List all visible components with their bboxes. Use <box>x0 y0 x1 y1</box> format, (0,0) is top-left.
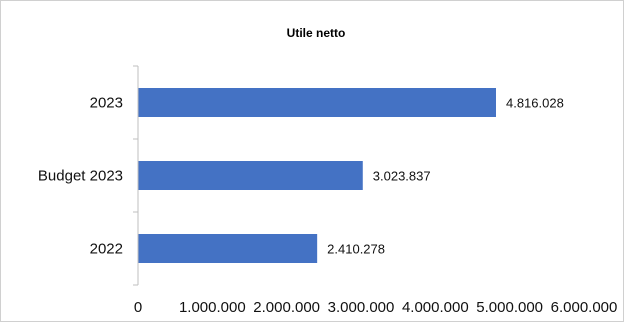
data-label: 2.410.278 <box>327 242 385 257</box>
data-label: 3.023.837 <box>373 169 431 184</box>
data-label: 4.816.028 <box>506 96 564 111</box>
bar-1 <box>138 161 363 190</box>
category-label: 2022 <box>90 241 123 258</box>
bar-2 <box>138 234 318 263</box>
x-tick-label: 1.000.000 <box>179 299 246 316</box>
category-label: 2023 <box>90 95 123 112</box>
chart-title: Utile netto <box>287 26 346 40</box>
category-labels: 2023 Budget 2023 2022 <box>38 95 123 258</box>
x-tick-label: 2.000.000 <box>253 299 320 316</box>
x-tick-labels: 0 1.000.000 2.000.000 3.000.000 4.000.000 5.0… <box>134 299 618 316</box>
x-tick-label: 5.000.000 <box>476 299 543 316</box>
x-tick-label: 4.000.000 <box>402 299 469 316</box>
x-tick-label: 0 <box>134 299 142 316</box>
data-labels: 4.816.028 3.023.837 2.410.278 <box>327 96 564 257</box>
category-label: Budget 2023 <box>38 168 123 185</box>
x-tick-label: 6.000.000 <box>551 299 618 316</box>
bar-0 <box>138 88 496 117</box>
axes <box>133 65 139 286</box>
x-tick-label: 3.000.000 <box>328 299 395 316</box>
bars-group <box>138 88 496 263</box>
